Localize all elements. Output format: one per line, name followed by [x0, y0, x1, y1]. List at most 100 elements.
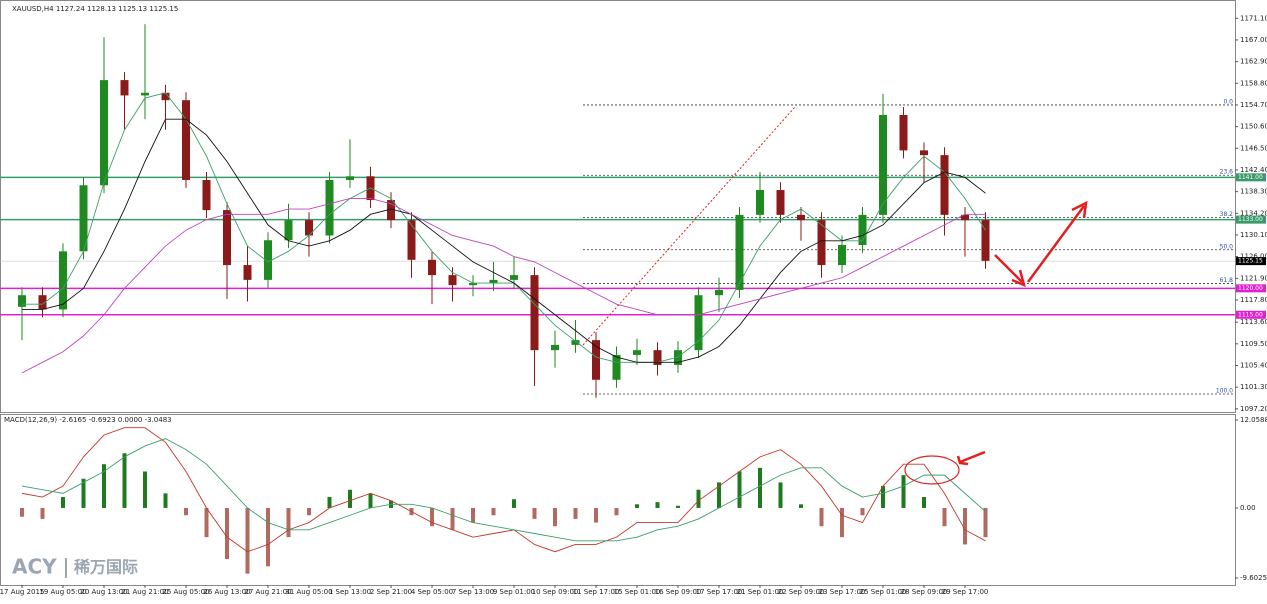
x-tick-label: 19 Aug 05:00 [39, 588, 86, 596]
arrow-down [994, 254, 1023, 283]
macd-bar [881, 486, 885, 508]
x-tick-label: 17 Sep 17:00 [696, 588, 743, 596]
macd-bar [40, 507, 45, 519]
candle-body [510, 275, 518, 280]
level-tag [1236, 310, 1266, 319]
candle-body [694, 295, 703, 351]
arrow-head [1011, 269, 1026, 288]
level-tag [1236, 173, 1266, 182]
candle-body [387, 200, 395, 221]
fib-label: 38.2 [1220, 211, 1234, 218]
macd-bar [942, 507, 947, 527]
macd-bar [594, 507, 598, 523]
annotation-arrows [582, 106, 1088, 485]
candle-body [653, 350, 662, 365]
arrow-head [1071, 200, 1088, 219]
macd-bar [245, 507, 250, 574]
candle-body [18, 295, 26, 307]
candle-body [38, 295, 47, 310]
candle-body [100, 80, 108, 186]
macd-bar [553, 507, 557, 527]
macd-bar [512, 499, 516, 508]
macd-bar [532, 507, 537, 519]
macd-bar [860, 507, 865, 516]
macd-bar [81, 478, 86, 508]
x-tick-label: 11 Sep 17:00 [573, 588, 620, 596]
macd-bar [327, 497, 332, 508]
macd-bar [471, 507, 475, 523]
moving-average [22, 118, 986, 363]
x-tick-label: 4 Sep 05:00 [411, 588, 453, 596]
candle-body [59, 251, 67, 310]
y-tick-label: 1142.40 [1240, 166, 1267, 174]
y-tick-label: 1138.30 [1240, 188, 1267, 196]
candle-body [797, 214, 805, 221]
macd-bar [450, 507, 455, 530]
candle-body [571, 340, 580, 345]
candle-body [161, 92, 170, 101]
y-tick-label: 1105.40 [1240, 361, 1267, 369]
macd-bar [676, 505, 680, 508]
macd-bar [430, 507, 434, 527]
macd-bar [901, 475, 906, 508]
x-tick-label: 21 Aug 21:00 [121, 588, 168, 596]
chart-title: XAUUSD,H4 1127.24 1128.13 1125.13 1125.1… [12, 5, 178, 13]
candle-body [858, 214, 867, 245]
y-tick-label: 1117.80 [1240, 296, 1267, 304]
candle-body [325, 179, 334, 236]
candle-body [141, 92, 149, 96]
candle-body [182, 100, 190, 180]
macd-bar [840, 507, 844, 538]
macd-bar [655, 502, 660, 508]
fib-label: 61.8 [1220, 277, 1234, 284]
x-tick-label: 29 Sep 17:00 [942, 588, 989, 596]
x-tick-label: 10 Sep 09:00 [532, 588, 579, 596]
y-tick-label: 1097.20 [1240, 405, 1267, 413]
fib-label: 50.0 [1220, 243, 1234, 250]
macd-bar [758, 467, 762, 508]
macd-arrow [959, 450, 986, 464]
candle-body [817, 220, 826, 266]
signal-line [21, 438, 986, 542]
macd-bar [225, 507, 229, 560]
candle-body [735, 214, 744, 290]
level-label: 1141.00 [1238, 174, 1263, 181]
candle-body [489, 279, 498, 284]
fib-label: 23.6 [1220, 169, 1234, 176]
macd-bar [573, 507, 578, 519]
candle-body [551, 344, 559, 351]
watermark-brand: ACY [12, 555, 57, 579]
macd-label: MACD(12,26,9) -2.6165 -0.6923 0.0000 -3.… [4, 416, 172, 424]
candle-body [592, 340, 600, 380]
macd-bar [102, 464, 106, 508]
level-label: 1115.00 [1238, 311, 1263, 318]
macd-bar [635, 504, 639, 508]
macd-bar [266, 507, 270, 567]
arrow-up [1026, 205, 1086, 283]
candle-body [448, 275, 457, 286]
macd-bar [122, 453, 127, 508]
candle-body [305, 220, 313, 236]
candle-body [346, 176, 354, 180]
candle-body [612, 354, 621, 380]
watermark-name: 稀万国际 [74, 558, 138, 577]
candle-body [120, 80, 129, 96]
x-tick-label: 2 Sep 21:00 [370, 588, 412, 596]
candle-body [264, 240, 272, 280]
level-label: 1133.00 [1238, 216, 1263, 223]
candle-body [428, 259, 436, 276]
macd-bar [963, 507, 967, 545]
candle-body [899, 114, 908, 151]
candle-body [879, 114, 887, 215]
x-tick-label: 17 Aug 2015 [0, 588, 44, 596]
level-tag [1236, 215, 1266, 224]
candle-body [407, 220, 416, 260]
macd-bar [696, 489, 701, 508]
arrow-head [956, 455, 969, 466]
candle-body [961, 214, 969, 221]
macd-bar [163, 493, 168, 508]
current-price-label: 1125.15 [1238, 258, 1263, 265]
macd-bar [184, 507, 188, 516]
fib-label: 100.0 [1216, 388, 1233, 395]
